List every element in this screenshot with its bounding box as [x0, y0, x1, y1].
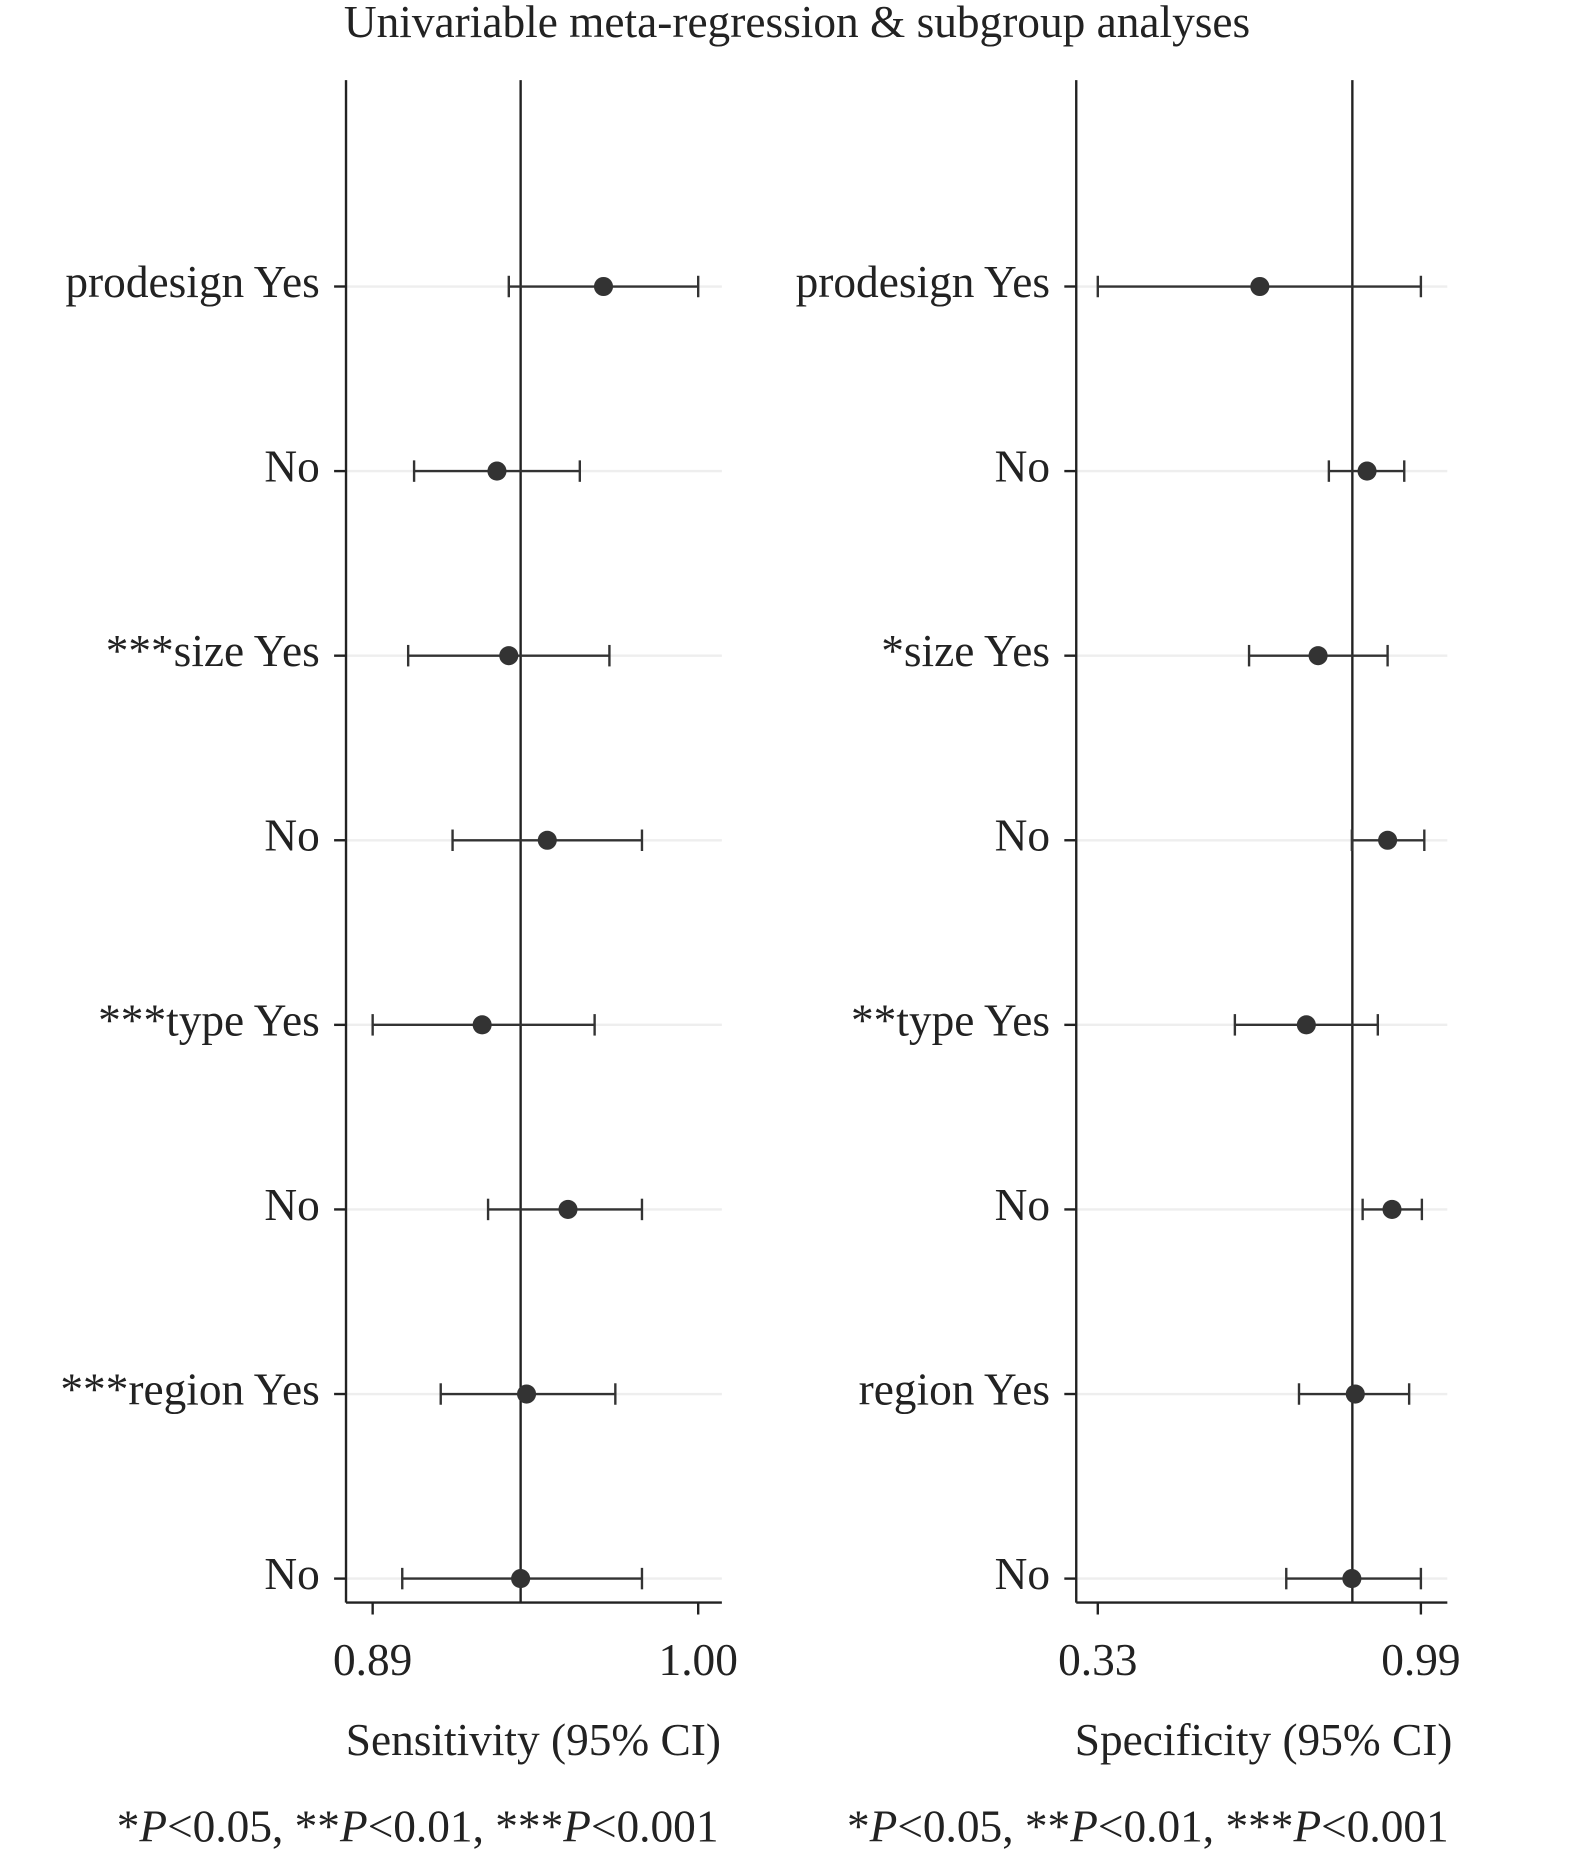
x-axis-label: Specificity (95% CI): [1075, 1715, 1453, 1765]
point: [487, 461, 507, 481]
footnote-part: P: [1069, 1802, 1098, 1852]
footnote-part: *: [847, 1802, 870, 1852]
point: [511, 1569, 531, 1589]
y-tick-label: No: [264, 1180, 319, 1230]
y-tick-label: ***size Yes: [106, 626, 320, 676]
x-tick-label: 0.89: [333, 1635, 412, 1685]
y-tick-label: No: [995, 811, 1050, 861]
y-tick-label: prodesign Yes: [796, 257, 1050, 307]
y-tick-label: ***region Yes: [60, 1364, 319, 1414]
footnote-part: <0.001: [591, 1802, 719, 1852]
y-tick-label: prodesign Yes: [65, 257, 319, 307]
point: [499, 646, 519, 666]
y-tick-label: ***type Yes: [98, 995, 320, 1045]
point: [1378, 830, 1398, 850]
point: [1250, 276, 1270, 297]
footnote-part: <0.001: [1321, 1802, 1449, 1852]
footnote-part: <0.01, ***: [1098, 1802, 1294, 1852]
x-axis-label: Sensitivity (95% CI): [346, 1715, 721, 1765]
footnote-part: *: [117, 1802, 140, 1852]
footnote-part: P: [869, 1802, 898, 1852]
x-tick-label: 1.00: [659, 1635, 738, 1685]
footnote-part: <0.05, **: [167, 1802, 340, 1852]
footnote-part: P: [562, 1802, 591, 1852]
x-tick-label: 0.33: [1058, 1635, 1137, 1685]
point: [1308, 646, 1328, 666]
y-tick-label: **type Yes: [851, 995, 1050, 1045]
y-tick-label: No: [264, 811, 319, 861]
point: [558, 1199, 578, 1219]
point: [537, 830, 557, 850]
footnote-part: P: [339, 1802, 368, 1852]
footnote-part: <0.01, ***: [368, 1802, 564, 1852]
point: [1382, 1199, 1402, 1219]
point: [517, 1384, 537, 1404]
y-tick-label: No: [995, 1180, 1050, 1230]
footnote-part: P: [138, 1802, 167, 1852]
point: [1296, 1015, 1316, 1035]
point: [1357, 461, 1377, 481]
point: [593, 276, 614, 297]
y-tick-label: No: [995, 1549, 1050, 1599]
chart-title: Univariable meta-regression & subgroup a…: [344, 0, 1250, 47]
point: [472, 1015, 492, 1035]
footnote: *P<0.05, **P<0.01, ***P<0.001: [847, 1802, 1449, 1852]
footnote: *P<0.05, **P<0.01, ***P<0.001: [117, 1802, 719, 1852]
y-tick-label: No: [995, 441, 1050, 491]
y-tick-label: No: [264, 1549, 319, 1599]
point: [1342, 1569, 1362, 1589]
footnote-part: P: [1292, 1802, 1321, 1852]
footnote-part: <0.05, **: [897, 1802, 1070, 1852]
x-tick-label: 0.99: [1381, 1635, 1460, 1685]
y-tick-label: *size Yes: [881, 626, 1050, 676]
point: [1345, 1384, 1365, 1404]
y-tick-label: region Yes: [859, 1364, 1050, 1414]
y-tick-label: No: [264, 441, 319, 491]
